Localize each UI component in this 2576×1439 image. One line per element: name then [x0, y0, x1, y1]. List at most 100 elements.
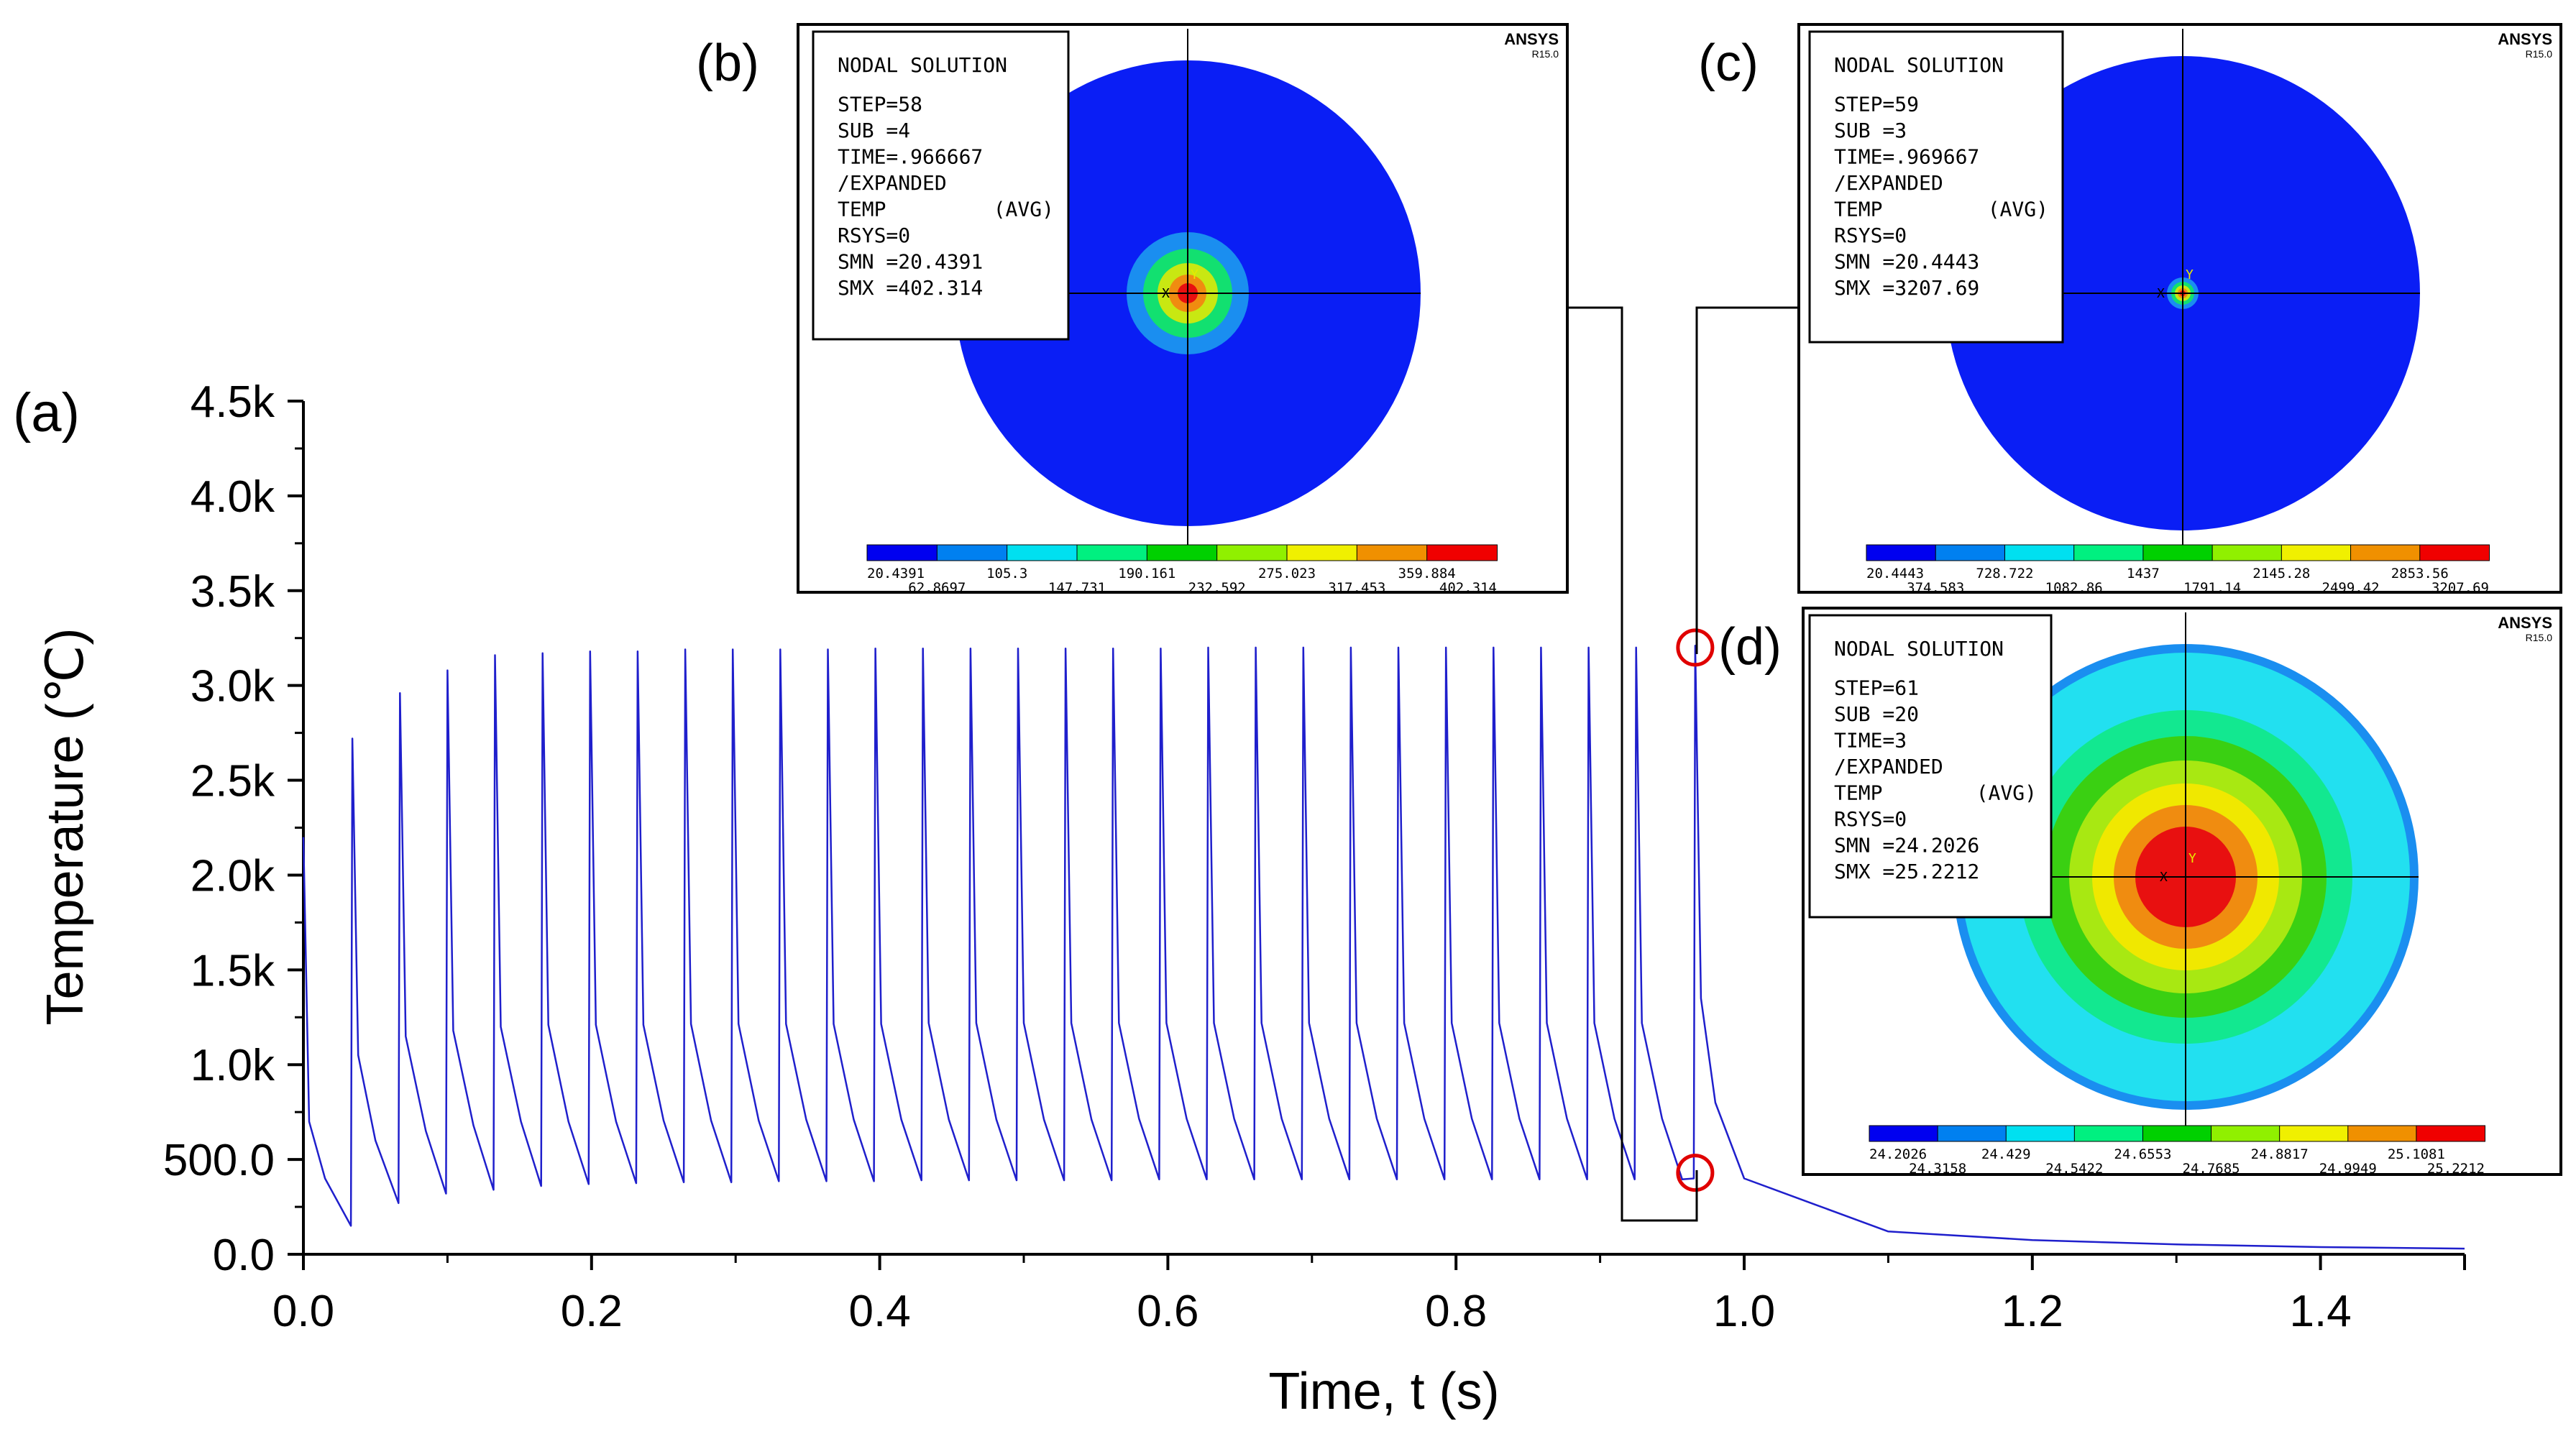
info-line: (AVG)	[1988, 198, 2048, 221]
colorbar-swatch	[2211, 544, 2283, 561]
colorbar-swatch	[2211, 1125, 2281, 1142]
info-line: TEMP	[1834, 198, 1882, 221]
info-line: STEP=61	[1834, 676, 1919, 700]
colorbar-swatch	[2419, 544, 2490, 561]
info-line: SMN =24.2026	[1834, 834, 1979, 858]
axis-glyph-x: X	[1162, 286, 1170, 301]
highlight-marker	[1676, 1154, 1715, 1192]
info-box-frame	[1808, 614, 2053, 919]
info-line: /EXPANDED	[838, 171, 947, 195]
colorbar-label: 24.8817	[2251, 1146, 2309, 1162]
colorbar-label: 2499.42	[2322, 580, 2380, 596]
main-plot: 0.0 500.0 1.0k 1.5k 2.0k 2.5k 3.0k 3.5k 4.0k 4.5k…	[13, 377, 2466, 1420]
colorbar-label: 190.161	[1118, 566, 1175, 581]
info-line: TIME=.969667	[1834, 145, 1979, 169]
info-line: SMN =20.4391	[838, 250, 983, 274]
info-line: STEP=59	[1834, 93, 1919, 116]
info-line: SUB =20	[1834, 702, 1919, 726]
ansys-version: R15.0	[2526, 48, 2553, 60]
axis-glyph-y: Y	[1191, 267, 1198, 282]
y-axis-title: Temperature (℃)	[37, 627, 94, 1025]
y-tick-label: 2.0k	[191, 851, 275, 901]
axis-glyph-x: X	[2160, 870, 2168, 885]
inset-panel-label: (d)	[1718, 618, 1782, 676]
temperature-series-line	[302, 645, 2465, 1250]
callout-line	[1567, 306, 1698, 1222]
info-line: SMX =3207.69	[1834, 276, 1979, 300]
info-line: TEMP	[1834, 781, 1882, 805]
info-line: SUB =4	[838, 119, 910, 142]
info-line: TIME=.966667	[838, 145, 983, 169]
x-axis-title: Time, t (s)	[1268, 1363, 1499, 1420]
y-tick-label: 4.0k	[191, 472, 275, 522]
colorbar-swatch	[2350, 544, 2421, 561]
colorbar-label: 147.731	[1048, 580, 1106, 596]
y-tick-label: 2.5k	[191, 757, 275, 806]
colorbar-label: 1082.86	[2045, 580, 2103, 596]
info-line: NODAL SOLUTION	[1834, 637, 2004, 661]
colorbar-label: 275.023	[1258, 566, 1316, 581]
colorbar-swatch	[1076, 544, 1148, 561]
contour-model: XY	[955, 29, 1421, 548]
y-tick-label: 3.5k	[191, 567, 275, 617]
colorbar-label: 24.2026	[1869, 1146, 1927, 1162]
colorbar-swatch	[1866, 544, 1937, 561]
info-line: TEMP	[838, 198, 886, 221]
inset-panel-label: (c)	[1698, 35, 1759, 92]
colorbar-label: 374.583	[1907, 580, 1964, 596]
callout-line	[1695, 306, 1805, 654]
colorbar-swatch	[1007, 544, 1078, 561]
colorbar-label: 1437	[2127, 566, 2160, 581]
colorbar-label: 1791.14	[2183, 580, 2241, 596]
colorbar-swatch	[2005, 1125, 2076, 1142]
y-tick-label: 1.5k	[191, 946, 275, 996]
info-box: NODAL SOLUTION STEP=58 SUB =4 TIME=.966667/…	[812, 30, 1070, 341]
colorbar-swatch	[2347, 1125, 2417, 1142]
info-line: TIME=3	[1834, 729, 1907, 753]
ansys-brand: ANSYS	[2498, 30, 2552, 48]
info-line: SUB =3	[1834, 119, 1907, 142]
info-line: (AVG)	[994, 198, 1054, 221]
y-tick-label: 4.5k	[191, 377, 275, 427]
highlight-marker	[1676, 628, 1715, 667]
colorbar-swatch	[1356, 544, 1428, 561]
colorbar-swatch	[2142, 1125, 2212, 1142]
colorbar: 20.4391 105.3 190.161 275.023 359.884 62.8697…	[866, 544, 1498, 596]
info-line: RSYS=0	[1834, 224, 1907, 247]
info-line: SMX =25.2212	[1834, 860, 1979, 883]
inset-panel-label: (b)	[696, 35, 759, 92]
colorbar-label: 402.314	[1439, 580, 1497, 596]
colorbar-label: 105.3	[986, 566, 1027, 581]
axis-glyph-x: X	[2157, 286, 2165, 301]
colorbar-swatch	[2004, 544, 2075, 561]
contour-model: XY	[1945, 29, 2420, 552]
colorbar-label: 317.453	[1328, 580, 1385, 596]
info-line: NODAL SOLUTION	[838, 53, 1007, 77]
colorbar-label: 20.4443	[1866, 566, 1924, 581]
colorbar-label: 232.592	[1188, 580, 1246, 596]
y-tick-label: 3.0k	[191, 662, 275, 712]
colorbar-label: 24.6553	[2114, 1146, 2171, 1162]
colorbar-label: 2853.56	[2391, 566, 2449, 581]
info-box-frame	[1808, 30, 2064, 344]
colorbar-swatch	[936, 544, 1008, 561]
panel-label-a: (a)	[13, 382, 80, 443]
colorbar: 20.4443 728.722 1437 2145.28 2853.56 374.583 1…	[1866, 544, 2490, 596]
x-tick-label: 0.6	[1137, 1287, 1198, 1336]
colorbar-swatch	[1869, 1125, 1939, 1142]
info-line: RSYS=0	[1834, 807, 1907, 831]
info-line: /EXPANDED	[1834, 171, 1943, 195]
colorbar-label: 25.2212	[2427, 1161, 2485, 1177]
colorbar-label: 62.8697	[908, 580, 966, 596]
colorbar-swatch	[2073, 1125, 2144, 1142]
colorbar-swatch	[2281, 544, 2352, 561]
callout-lines	[1567, 306, 1805, 1222]
colorbar-label: 728.722	[1976, 566, 2033, 581]
colorbar-label: 359.884	[1398, 566, 1456, 581]
info-line: STEP=58	[838, 93, 922, 116]
